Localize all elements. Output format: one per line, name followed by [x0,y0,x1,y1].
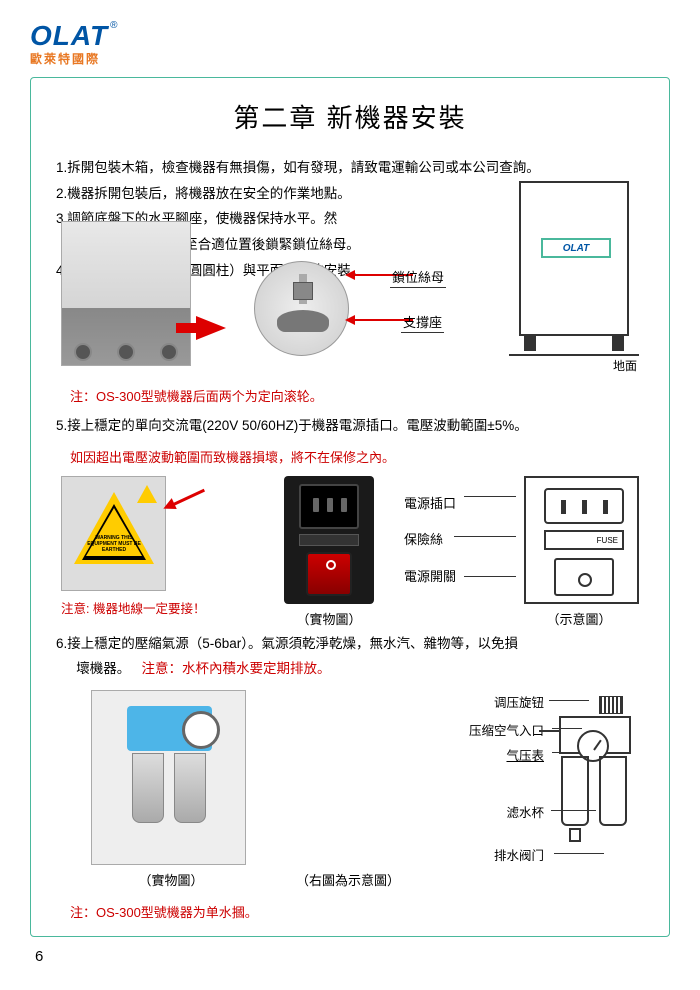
note-earth-wire: 注意: 機器地線一定要接！ [61,598,205,617]
content-frame: 第二章 新機器安裝 1.拆開包裝木箱，檢查機器有無損傷，如有發現，請致電運輸公司… [30,77,670,937]
label-power-switch: 電源開關 [404,559,456,595]
label-ground: 地面 [613,357,637,374]
leader-line [454,536,516,537]
schema-brand: OLAT [541,238,611,258]
frl-photo [91,690,246,865]
label-support: 支撐座 [401,311,444,333]
foot-detail-photo [254,261,349,356]
leader-line [464,496,516,497]
brand-logo: OLAT® 歐萊特國際 [30,20,670,67]
knob-icon [599,696,623,714]
page-number: 6 [35,948,43,965]
note-drain-water: 注意：水杯內積水要定期排放。 [142,661,331,676]
label-power-port: 電源插口 [404,486,456,522]
warning-text: WARNING THIS EQUIPMENT MUST BE EARTHED [84,535,144,553]
step-6a: 6.接上穩定的壓縮氣源（5-6bar）。氣源須乾淨乾燥，無水汽、雜物等，以免損 [56,631,644,657]
label-drain: 排水阀门 [494,845,544,864]
power-schematic: FUSE [524,476,639,604]
note-voltage-warranty: 如因超出電壓波動範圍而致機器損壞，將不在保修之內。 [70,447,644,466]
rocker-switch-icon [306,552,352,596]
figure-power: WARNING THIS EQUIPMENT MUST BE EARTHED 注… [56,476,644,631]
filter-cup-icon [132,753,164,823]
note-os300-casters: 注：OS-300型號機器后面两个为定向滚轮。 [70,386,644,405]
earth-warning-photo: WARNING THIS EQUIPMENT MUST BE EARTHED [61,476,166,591]
figure-foot-adjustment: 鎖位絲母 支撐座 OLAT 地面 [56,221,644,381]
gauge-icon [182,711,220,749]
caster-icon [117,343,135,361]
figure-air-source: （實物圖） 调压旋钮 压缩空气入口 气压表 滤水杯 排水阀门 [56,690,644,900]
chapter-title: 第二章 新機器安裝 [56,98,644,135]
step-1: 1.拆開包裝木箱，檢查機器有無損傷，如有發現，請致電運輸公司或本公司查詢。 [56,155,644,181]
warning-triangle-small-icon [137,485,157,503]
leader-line [464,576,516,577]
fuse-slot-icon [299,534,359,546]
logo-subtitle: 歐萊特國際 [30,50,670,67]
step-6b: 壞機器。 注意：水杯內積水要定期排放。 [56,656,644,682]
label-fuse: 保險絲 [404,522,456,558]
caster-icon [74,343,92,361]
power-labels: 電源插口 保險絲 電源開關 [404,486,456,595]
caption-schematic-2: （右圖為示意圖） [296,870,400,889]
power-module-photo [284,476,374,604]
label-knob: 调压旋钮 [494,692,544,711]
arrow-icon [172,489,205,507]
frl-schematic: 调压旋钮 压缩空气入口 气压表 滤水杯 排水阀门 油杯 [414,690,644,880]
caption-real-2: （實物圖） [131,870,211,889]
oil-cup-icon [174,753,206,823]
caster-icon [160,343,178,361]
caption-real-1: （實物圖） [294,609,364,628]
logo-text: OLAT [30,20,108,52]
fuse-label-en: FUSE [544,530,624,550]
ac-inlet-icon [299,484,359,529]
step-5: 5.接上穩定的單向交流電(220V 50/60HZ)于機器電源插口。電壓波動範圍… [56,413,644,439]
label-lock-nut: 鎖位絲母 [390,266,446,288]
label-air-in: 压缩空气入口 [469,720,544,739]
machine-schematic: OLAT 地面 [509,181,639,366]
caption-schematic-1: （示意圖） [544,609,614,628]
reg-mark: ® [110,20,117,31]
note-os300-single: 注：OS-300型號機器为单水摑。 [70,902,644,921]
machine-photo [61,221,191,366]
arrow-icon [196,316,226,340]
